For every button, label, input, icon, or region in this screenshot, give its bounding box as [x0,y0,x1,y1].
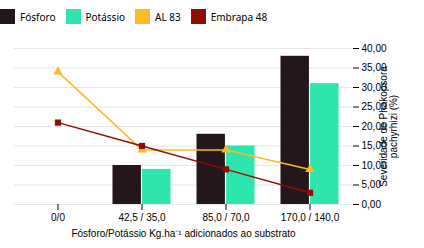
svg-text:0/0: 0/0 [51,212,65,223]
html-text:Fósforo: Fósforo [20,9,56,24]
svg-text:42,5 / 35,0: 42,5 / 35,0 [118,212,166,223]
svg-text:0,00: 0,00 [362,199,382,210]
svg-text:25,00: 25,00 [361,101,387,113]
svg-text:170,0 / 140,0: 170,0 / 140,0 [281,212,340,223]
svg-text:Fósforo/Potássio Kg.ha⁻¹ adici: Fósforo/Potássio Kg.ha⁻¹ adicionados ao … [71,228,296,239]
svg-text:40,00: 40,00 [362,43,387,54]
html-text:Embrapa 48: Embrapa 48 [210,9,268,24]
svg-text:20,00: 20,00 [361,120,387,132]
svg-text:15,00: 15,00 [361,140,387,152]
html-text:Potássio: Potássio [85,9,125,24]
svg-text:35,00: 35,00 [361,62,387,74]
svg-text:5,00: 5,00 [361,179,381,191]
svg-text:30,00: 30,00 [361,81,387,93]
html-text:AL 83: AL 83 [155,9,181,24]
svg-text:10,00: 10,00 [361,159,387,171]
svg-text:85,0 / 70,0: 85,0 / 70,0 [202,212,250,223]
svg-text:Severidade de Phakopsorapachyr: Severidade de Phakopsorapachyrhizi (%) [378,66,399,187]
